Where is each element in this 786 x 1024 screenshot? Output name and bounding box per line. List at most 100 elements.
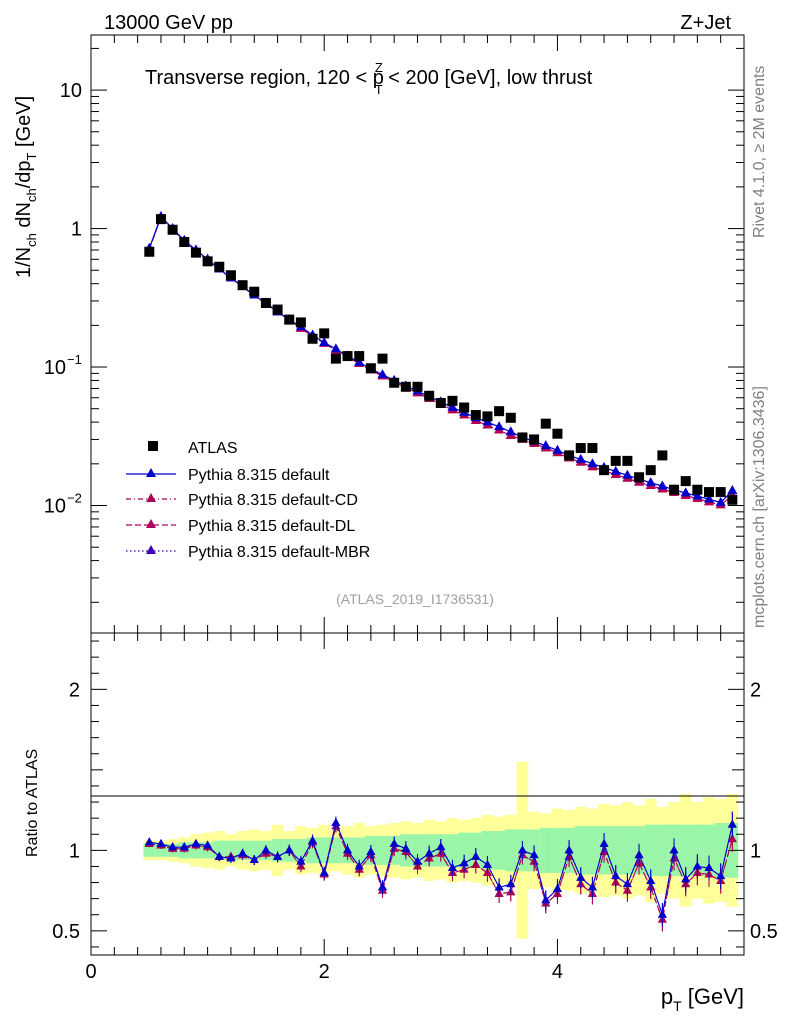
ratio-point-default — [156, 838, 166, 847]
legend-marker-default — [146, 468, 156, 477]
ratio-y-tick-label-left: 0.5 — [52, 921, 80, 943]
ratio-band-inner — [574, 826, 587, 875]
atlas-data-point — [295, 317, 306, 328]
atlas-data-point — [494, 406, 505, 417]
atlas-data-point — [540, 418, 551, 429]
mc-point-default — [494, 421, 505, 431]
atlas-data-point — [225, 270, 236, 281]
ratio-point-default — [144, 837, 154, 846]
legend-label-cd: Pythia 8.315 default-CD — [188, 492, 358, 509]
ratio-point-default — [727, 819, 737, 828]
atlas-data-point — [330, 353, 341, 364]
atlas-data-point — [202, 256, 213, 267]
ratio-band-inner — [225, 840, 237, 861]
ratio-point-default — [646, 875, 656, 884]
ratio-point-default — [226, 853, 236, 862]
atlas-data-point — [284, 314, 295, 325]
atlas-data-point — [400, 381, 411, 392]
atlas-data-point — [634, 472, 645, 483]
atlas-data-point — [715, 487, 726, 498]
atlas-data-point — [587, 443, 598, 454]
atlas-data-point — [482, 411, 493, 422]
main-y-tick-exponent: −2 — [67, 490, 82, 505]
ratio-point-default — [191, 838, 201, 847]
ratio-y-tick-label-left: 2 — [69, 679, 80, 701]
atlas-data-point — [412, 381, 423, 392]
ratio-frame — [90, 632, 745, 956]
main-ylabel-c: dN — [13, 202, 35, 233]
ratio-point-default — [284, 845, 294, 854]
mc-line-default — [148, 215, 733, 504]
main-ylabel-a: 1/N — [13, 247, 35, 278]
atlas-data-point — [575, 443, 586, 454]
ratio-point-default — [587, 882, 597, 891]
mc-point-default — [715, 497, 726, 506]
legend: ATLAS Pythia 8.315 default Pythia 8.315 … — [126, 440, 370, 561]
mc-line-dl — [148, 216, 733, 506]
atlas-data-point — [260, 298, 271, 309]
atlas-data-point — [190, 247, 201, 258]
main-y-axis-label: 1/Nch dNch/dpT [GeV] — [13, 96, 39, 278]
legend-label-dl: Pythia 8.315 default-DL — [188, 518, 355, 535]
mc-point-default — [680, 487, 691, 497]
legend-marker-dl — [146, 519, 156, 528]
atlas-data-point — [505, 412, 516, 423]
ratio-point-default — [366, 846, 376, 855]
mc-point-default — [354, 356, 365, 366]
mc-point-default — [610, 466, 621, 475]
legend-marker-atlas — [148, 441, 158, 451]
atlas-data-point — [470, 410, 481, 421]
ratio-band-inner — [644, 824, 657, 877]
atlas-data-point — [447, 395, 458, 406]
atlas-data-point — [155, 214, 166, 225]
ratio-point-default — [424, 848, 434, 857]
mc-point-default — [540, 440, 551, 450]
atlas-data-point — [307, 333, 318, 344]
ratio-point-default — [413, 856, 422, 865]
main-y-tick-label: 10 — [44, 495, 66, 517]
atlas-data-point — [704, 487, 715, 498]
ratio-point-default — [611, 871, 621, 880]
ratio-point-default — [517, 845, 527, 854]
atlas-data-point — [529, 434, 540, 445]
ratio-point-default — [238, 848, 248, 857]
ratio-band-inner — [714, 822, 727, 878]
ratio-point-default — [681, 874, 691, 883]
mc-point-default — [575, 453, 586, 463]
ratio-point-default — [482, 859, 492, 868]
main-title: Transverse region, 120 < pZ T < 200 [GeV]… — [145, 60, 593, 97]
header-process-label: Z+Jet — [680, 12, 731, 34]
atlas-data-point — [599, 465, 610, 476]
ratio-y-tick-label-right: 0.5 — [750, 921, 778, 943]
main-y-tick-label: 1 — [71, 219, 82, 241]
main-ylabel-b: ch — [24, 233, 39, 247]
ratio-band-inner — [376, 835, 389, 865]
atlas-data-point — [272, 304, 283, 315]
ratio-point-default — [657, 909, 667, 918]
ratio-band-inner — [143, 843, 156, 857]
ratio-point-default — [494, 882, 504, 891]
main-title-sup: Z — [375, 60, 383, 75]
ratio-point-default — [319, 867, 329, 876]
xlabel-c: [GeV] — [682, 984, 744, 1009]
xlabel-b: T — [673, 998, 682, 1014]
ratio-point-default — [669, 845, 679, 854]
ratio-line-cd — [149, 824, 733, 922]
ratio-band-inner — [248, 840, 261, 861]
atlas-data-point — [377, 353, 388, 364]
ratio-band-inner — [586, 826, 599, 875]
atlas-data-point — [435, 397, 446, 408]
atlas-data-point — [144, 246, 155, 257]
ratio-point-default — [401, 843, 411, 852]
atlas-data-point — [692, 484, 703, 495]
ratio-band-inner — [306, 837, 319, 864]
mc-point-default — [727, 485, 738, 494]
legend-marker-mbr — [146, 545, 156, 554]
ratio-band-inner — [190, 842, 202, 859]
mc-point-default — [587, 458, 598, 468]
ratio-band-inner — [691, 824, 704, 877]
ratio-band-inner — [213, 840, 226, 861]
ratio-point-default — [634, 850, 644, 859]
ratio-band-inner — [656, 824, 669, 877]
mc-point-default — [552, 444, 563, 454]
